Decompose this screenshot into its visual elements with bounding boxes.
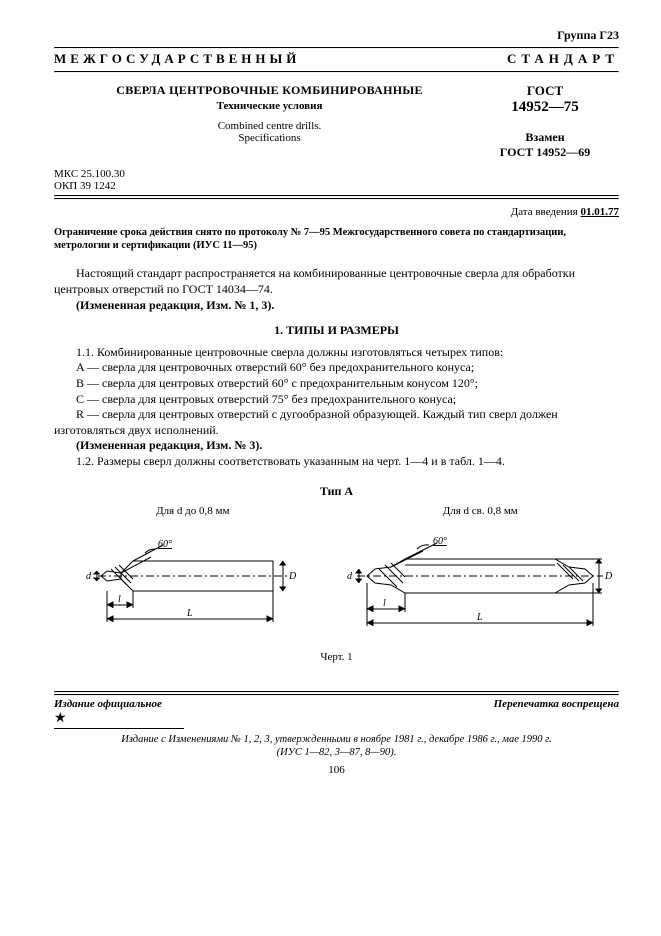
dim-d-left: d	[86, 571, 92, 582]
replaces-value: ГОСТ 14952—69	[475, 145, 615, 160]
footer-rule-thick	[54, 691, 619, 693]
header-left: СВЕРЛА ЦЕНТРОВОЧНЫЕ КОМБИНИРОВАННЫЕ Техн…	[64, 83, 475, 160]
date-intro-label: Дата введения	[511, 206, 581, 218]
footnote-line-1: Издание с Изменениями № 1, 2, 3, утвержд…	[54, 733, 619, 747]
drill-diagram-left: 60° d D l L	[83, 521, 303, 641]
dim-l-left: l	[118, 594, 121, 605]
footer-rule-thin	[54, 694, 619, 696]
type-r-line: R — сверла для центровых отверстий с дуг…	[54, 407, 619, 438]
drill-diagram-right: 60° d D l L	[345, 521, 615, 641]
subtitle-en: Specifications	[64, 132, 475, 144]
clause-1-2: 1.2. Размеры сверл должны соответствоват…	[54, 454, 619, 470]
group-code: Группа Г23	[54, 28, 619, 43]
limitation-note: Ограничение срока действия снято по прот…	[54, 226, 619, 252]
star-icon: ★	[54, 712, 619, 726]
header-block: СВЕРЛА ЦЕНТРОВОЧНЫЕ КОМБИНИРОВАННЫЕ Техн…	[54, 73, 619, 166]
gost-number: 14952—75	[475, 99, 615, 116]
footnote-line-2: (ИУС 1—82, 3—87, 8—90).	[54, 746, 619, 760]
replaces-label: Взамен	[475, 130, 615, 145]
body-text: Настоящий стандарт распространяется на к…	[54, 266, 619, 469]
type-b-line: B — сверла для центровых отверстий 60° с…	[54, 376, 619, 392]
gost-label: ГОСТ	[475, 83, 615, 99]
type-a-line: A — сверла для центровочных отверстий 60…	[54, 360, 619, 376]
intro-paragraph: Настоящий стандарт распространяется на к…	[54, 266, 619, 297]
dim-d-right: d	[347, 571, 353, 582]
banner-right: СТАНДАРТ	[507, 51, 619, 67]
type-c-line: C — сверла для центровых отверстий 75° б…	[54, 392, 619, 408]
banner-left: МЕЖГОСУДАРСТВЕННЫЙ	[54, 51, 300, 67]
header-right: ГОСТ 14952—75 Взамен ГОСТ 14952—69	[475, 83, 615, 160]
reprint-prohibited: Перепечатка воспрещена	[494, 698, 619, 710]
drawing-left-caption: Для d до 0,8 мм	[54, 505, 332, 517]
date-intro: Дата введения 01.01.77	[54, 206, 619, 218]
mid-rule-thin	[54, 195, 619, 197]
document-page: Группа Г23 МЕЖГОСУДАРСТВЕННЫЙ СТАНДАРТ С…	[0, 0, 661, 796]
dim-L-left: L	[186, 608, 193, 619]
banner: МЕЖГОСУДАРСТВЕННЫЙ СТАНДАРТ	[54, 49, 619, 71]
angle-label-right: 60°	[433, 536, 447, 547]
intro-revision: (Измененная редакция, Изм. № 1, 3).	[54, 298, 619, 314]
dim-L-right: L	[476, 612, 483, 623]
footnote: Издание с Изменениями № 1, 2, 3, утвержд…	[54, 733, 619, 760]
title-ru: СВЕРЛА ЦЕНТРОВОЧНЫЕ КОМБИНИРОВАННЫЕ	[64, 83, 475, 98]
type-a-label: Тип A	[54, 484, 619, 499]
figure-label: Черт. 1	[54, 651, 619, 663]
clause-1-1-revision: (Измененная редакция, Изм. № 3).	[54, 438, 619, 454]
dim-D-right: D	[604, 571, 613, 582]
okp-code: ОКП 39 1242	[54, 180, 619, 192]
mid-rule-thick	[54, 198, 619, 200]
section-1-title: 1. ТИПЫ И РАЗМЕРЫ	[54, 323, 619, 339]
drawings-row: Для d до 0,8 мм	[54, 505, 619, 641]
edition-official: Издание официальное	[54, 698, 162, 710]
title-en: Combined centre drills.	[64, 120, 475, 132]
angle-label-left: 60°	[158, 539, 172, 550]
drawing-left: Для d до 0,8 мм	[54, 505, 332, 641]
footer-row: Издание официальное Перепечатка воспреще…	[54, 698, 619, 710]
date-intro-value: 01.01.77	[581, 206, 620, 218]
page-number: 106	[54, 764, 619, 776]
classification-codes: МКС 25.100.30 ОКП 39 1242	[54, 168, 619, 192]
drawing-right: Для d св. 0,8 мм	[342, 505, 620, 641]
clause-1-1: 1.1. Комбинированные центровочные сверла…	[54, 345, 619, 361]
drawing-right-caption: Для d св. 0,8 мм	[342, 505, 620, 517]
subtitle-ru: Технические условия	[64, 100, 475, 112]
dim-D-left: D	[288, 571, 297, 582]
footnote-rule	[54, 728, 184, 729]
dim-l-right: l	[383, 598, 386, 609]
mks-code: МКС 25.100.30	[54, 168, 619, 180]
